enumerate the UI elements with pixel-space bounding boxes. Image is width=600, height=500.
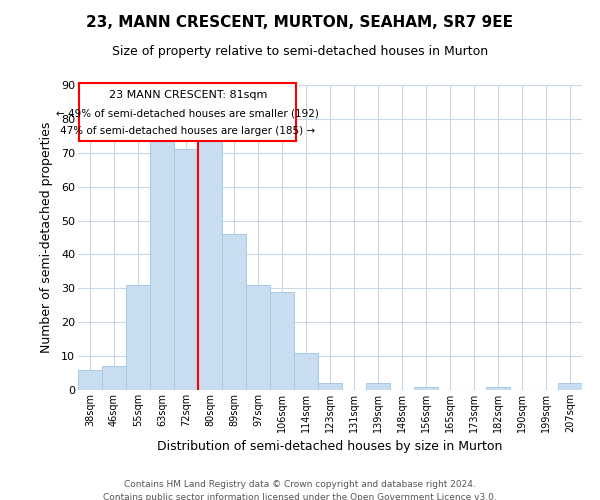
Bar [294,352,318,390]
Text: Contains public sector information licensed under the Open Government Licence v3: Contains public sector information licen… [103,492,497,500]
Bar [414,386,438,390]
Bar [246,285,270,390]
Text: Contains HM Land Registry data © Crown copyright and database right 2024.: Contains HM Land Registry data © Crown c… [124,480,476,489]
Bar [174,150,198,390]
Bar [198,136,222,390]
Text: ← 49% of semi-detached houses are smaller (192): ← 49% of semi-detached houses are smalle… [56,108,319,118]
Bar [102,366,126,390]
Text: 23, MANN CRESCENT, MURTON, SEAHAM, SR7 9EE: 23, MANN CRESCENT, MURTON, SEAHAM, SR7 9… [86,15,514,30]
Bar [150,139,174,390]
Text: Size of property relative to semi-detached houses in Murton: Size of property relative to semi-detach… [112,45,488,58]
Bar [318,383,342,390]
Y-axis label: Number of semi-detached properties: Number of semi-detached properties [40,122,53,353]
Text: 23 MANN CRESCENT: 81sqm: 23 MANN CRESCENT: 81sqm [109,90,267,100]
Bar [366,383,390,390]
X-axis label: Distribution of semi-detached houses by size in Murton: Distribution of semi-detached houses by … [157,440,503,454]
Bar [270,292,294,390]
Text: 47% of semi-detached houses are larger (185) →: 47% of semi-detached houses are larger (… [60,126,316,136]
Bar [78,370,102,390]
Bar [558,383,582,390]
Bar [222,234,246,390]
Bar [126,285,150,390]
Bar [486,386,510,390]
